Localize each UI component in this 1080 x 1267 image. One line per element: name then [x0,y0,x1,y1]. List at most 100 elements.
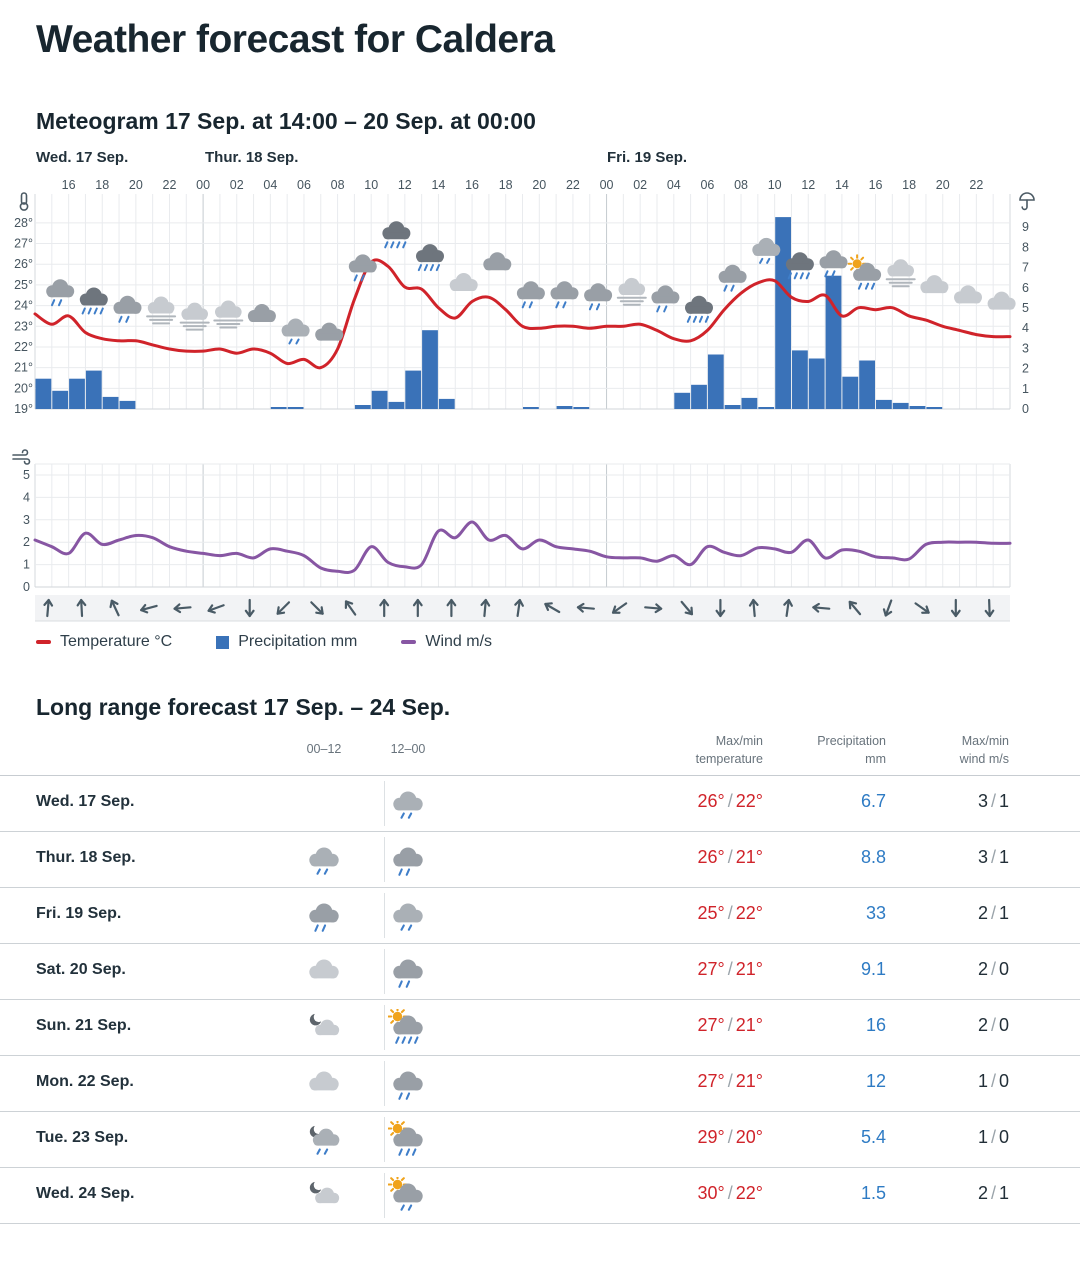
svg-text:4: 4 [1022,321,1029,335]
rain-icon [393,959,423,988]
precipitation-legend-marker [216,635,230,649]
icon-cell-00-12 [302,952,346,992]
svg-text:20: 20 [936,178,950,192]
weather-icon [388,1121,423,1156]
svg-text:20°: 20° [14,381,33,395]
precipitation-value: 33 [865,903,886,923]
column-divider [384,1173,385,1218]
precipitation-axis: 0 1 2 3 4 5 6 7 8 9 [1022,220,1029,416]
wind-arrow-icon [480,598,491,618]
max-min-wind: 1/0 [977,1071,1009,1091]
column-header-12-00: 12–00 [390,742,426,756]
temperature-axis: 19° 20° 21° 22° 23° 24° 25° 26° 27° 28° [14,216,33,416]
wind-arrow-icon [379,598,390,618]
column-header-00-12: 00–12 [306,742,342,756]
wind-arrow-icon [544,602,561,614]
wind-arrow-icon [173,603,192,614]
forecast-day: Thur. 18 Sep. [36,849,136,866]
svg-text:5: 5 [1022,301,1029,315]
column-header-precipitation: Precipitation mm [817,734,886,766]
svg-text:22°: 22° [14,340,33,354]
umbrella-icon [1019,192,1035,211]
svg-text:25°: 25° [14,278,33,292]
forecast-row: Sun. 21 Sep. 27°/21° 16 2/0 [0,1000,1080,1056]
max-min-wind: 2/1 [977,903,1009,923]
svg-text:00: 00 [600,178,614,192]
forecast-row: Wed. 24 Sep. 30°/22° 1.5 2/1 [0,1168,1080,1224]
max-min-temperature: 26°/22° [697,791,763,811]
legend-label: Precipitation mm [238,633,358,650]
icon-cell-00-12 [302,1064,346,1104]
weather-icon [309,903,339,932]
sun-heavy-rain-icon [388,1009,423,1044]
wind-direction-arrows [35,595,1010,622]
heavy-rain-icon [79,287,108,315]
svg-text:16: 16 [869,178,883,192]
wind-arrow-icon [412,598,423,618]
sun-rain-icon [388,1121,423,1156]
wind-arrow-icon [783,598,793,618]
forecast-day: Sun. 21 Sep. [36,1017,132,1034]
max-min-temperature: 27°/21° [697,959,763,979]
light-rain-icon [281,318,310,345]
column-divider [384,837,385,882]
legend-item-precipitation: Precipitation mm [216,633,357,651]
svg-text:20: 20 [129,178,143,192]
icon-cell-12-00 [386,952,430,992]
column-header-wind: Max/min wind m/s [959,734,1009,766]
svg-text:24°: 24° [14,299,33,313]
weather-icon [309,1123,340,1155]
column-divider [384,949,385,994]
cloudy-light-icon [954,285,982,304]
wind-arrow-icon [644,603,663,614]
weather-icon [309,1179,340,1204]
wind-arrow-icon [207,604,225,614]
legend-label: Temperature °C [60,633,173,650]
icon-cell-00-12 [302,1008,346,1048]
precipitation-value: 16 [865,1015,886,1035]
icon-cell-12-00 [386,1064,430,1104]
long-range-table: 00–12 12–00 Max/min temperature Precipit… [0,733,1080,1224]
svg-text:20: 20 [532,178,546,192]
svg-text:7: 7 [1022,261,1029,275]
svg-text:18: 18 [902,178,916,192]
cloudy-icon [315,322,344,341]
precipitation-value: 12 [865,1071,886,1091]
icon-cell-00-12 [302,840,346,880]
wind-arrow-icon [514,598,524,618]
svg-text:9: 9 [1022,220,1029,234]
cloudy-light-icon [920,275,949,294]
weather-icon [393,791,423,819]
svg-text:14: 14 [431,178,445,192]
weather-icon [309,1011,340,1036]
heavy-rain-icon [685,295,713,323]
wind-arrow-icon [276,601,291,615]
precipitation-value: 9.1 [860,959,886,979]
svg-text:0: 0 [1022,402,1029,416]
weather-icons-row [46,221,1016,345]
rain-icon [46,279,75,307]
rain-icon [113,295,142,323]
icon-cell-00-12 [302,1120,346,1160]
svg-text:26°: 26° [14,257,33,271]
weather-icon [393,959,423,988]
wind-arrow-icon [611,602,628,614]
thermometer-icon [19,192,29,211]
icon-cell-00-12 [302,784,346,824]
icon-cell-12-00 [386,896,430,936]
svg-text:23°: 23° [14,319,33,333]
day-label: Wed. 17 Sep. [36,149,129,166]
max-min-temperature: 26°/21° [697,847,763,867]
fog-icon [885,259,916,288]
rain-icon [651,285,680,313]
svg-text:08: 08 [734,178,748,192]
icon-cell-12-00 [386,840,430,880]
legend-label: Wind m/s [425,633,493,650]
precipitation-value: 5.4 [860,1127,886,1147]
wind-arrow-icon [244,598,255,618]
column-header-temperature: Max/min temperature [695,734,763,766]
wind-arrow-icon [882,599,893,617]
light-rain-icon [752,237,781,264]
max-min-temperature: 30°/22° [697,1183,763,1203]
